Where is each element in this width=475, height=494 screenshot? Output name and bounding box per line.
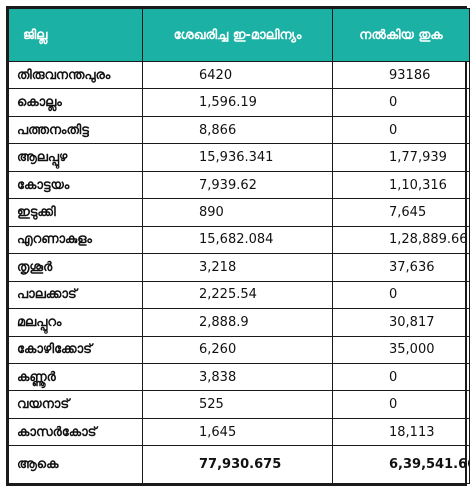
paid-cell: 1,10,316 <box>332 170 470 200</box>
header-paid: നൽകിയ തുക <box>332 8 470 62</box>
paid-cell: 18,113 <box>332 417 470 447</box>
collected-cell: 1,645 <box>142 417 333 447</box>
district-cell: പാലക്കാട് <box>8 280 143 310</box>
header-row: ജില്ല ശേഖരിച്ച ഇ-മാലിന്യം നൽകിയ തുക <box>8 8 470 62</box>
total-row: ആകെ 77,930.675 6,39,541.66 <box>8 445 470 484</box>
data-table-frame: ജില്ല ശേഖരിച്ച ഇ-മാലിന്യം നൽകിയ തുക തിരു… <box>6 6 470 486</box>
paid-cell: 37,636 <box>332 253 470 282</box>
district-cell: ആലപ്പുഴ <box>8 143 143 172</box>
table-row: കണ്ണൂർ 3,838 0 <box>8 362 470 392</box>
paid-cell: 7,645 <box>332 198 470 227</box>
district-cell: തൃശൂർ <box>8 253 143 282</box>
table-row: എറണാകുളം 15,682.084 1,28,889.66 <box>8 225 470 255</box>
total-label: ആകെ <box>8 445 143 484</box>
collected-cell: 525 <box>142 390 333 419</box>
table-row: കോഴിക്കോട് 6,260 35,000 <box>8 335 470 364</box>
collected-cell: 8,866 <box>142 115 333 145</box>
district-cell: കോട്ടയം <box>8 170 143 200</box>
paid-cell: 35,000 <box>332 335 470 364</box>
table-row: പാലക്കാട് 2,225.54 0 <box>8 280 470 310</box>
district-cell: വയനാട് <box>8 390 143 419</box>
table-row: ഇടുക്കി 890 7,645 <box>8 198 470 227</box>
paid-cell: 0 <box>332 362 470 392</box>
collected-cell: 3,218 <box>142 253 333 282</box>
table-row: കോട്ടയം 7,939.62 1,10,316 <box>8 170 470 200</box>
table-row: കാസർകോട് 1,645 18,113 <box>8 417 470 447</box>
paid-cell: 1,77,939 <box>332 143 470 172</box>
paid-cell: 93186 <box>332 60 470 90</box>
total-paid: 6,39,541.66 <box>332 445 470 484</box>
district-cell: പത്തനംതിട്ട <box>8 115 143 145</box>
paid-cell: 0 <box>332 88 470 117</box>
district-cell: മലപ്പുറം <box>8 308 143 337</box>
collected-cell: 890 <box>142 198 333 227</box>
district-cell: തിരുവനന്തപുരം <box>8 60 143 90</box>
paid-cell: 0 <box>332 280 470 310</box>
district-cell: കണ്ണൂർ <box>8 362 143 392</box>
paid-cell: 0 <box>332 390 470 419</box>
district-cell: കൊല്ലം <box>8 88 143 117</box>
district-cell: ഇടുക്കി <box>8 198 143 227</box>
e-waste-table: ജില്ല ശേഖരിച്ച ഇ-മാലിന്യം നൽകിയ തുക തിരു… <box>8 8 470 484</box>
header-district: ജില്ല <box>8 8 143 62</box>
collected-cell: 3,838 <box>142 362 333 392</box>
collected-cell: 15,936.341 <box>142 143 333 172</box>
table-row: മലപ്പുറം 2,888.9 30,817 <box>8 308 470 337</box>
collected-cell: 6420 <box>142 60 333 90</box>
table-row: പത്തനംതിട്ട 8,866 0 <box>8 115 470 145</box>
collected-cell: 15,682.084 <box>142 225 333 255</box>
district-cell: കാസർകോട് <box>8 417 143 447</box>
table-row: ആലപ്പുഴ 15,936.341 1,77,939 <box>8 143 470 172</box>
table-row: തിരുവനന്തപുരം 6420 93186 <box>8 60 470 90</box>
district-cell: എറണാകുളം <box>8 225 143 255</box>
table-row: തൃശൂർ 3,218 37,636 <box>8 253 470 282</box>
collected-cell: 6,260 <box>142 335 333 364</box>
collected-cell: 2,225.54 <box>142 280 333 310</box>
paid-cell: 1,28,889.66 <box>332 225 470 255</box>
table-row: വയനാട് 525 0 <box>8 390 470 419</box>
total-collected: 77,930.675 <box>142 445 333 484</box>
collected-cell: 7,939.62 <box>142 170 333 200</box>
district-cell: കോഴിക്കോട് <box>8 335 143 364</box>
table-row: കൊല്ലം 1,596.19 0 <box>8 88 470 117</box>
collected-cell: 1,596.19 <box>142 88 333 117</box>
collected-cell: 2,888.9 <box>142 308 333 337</box>
paid-cell: 30,817 <box>332 308 470 337</box>
header-collected: ശേഖരിച്ച ഇ-മാലിന്യം <box>142 8 333 62</box>
paid-cell: 0 <box>332 115 470 145</box>
